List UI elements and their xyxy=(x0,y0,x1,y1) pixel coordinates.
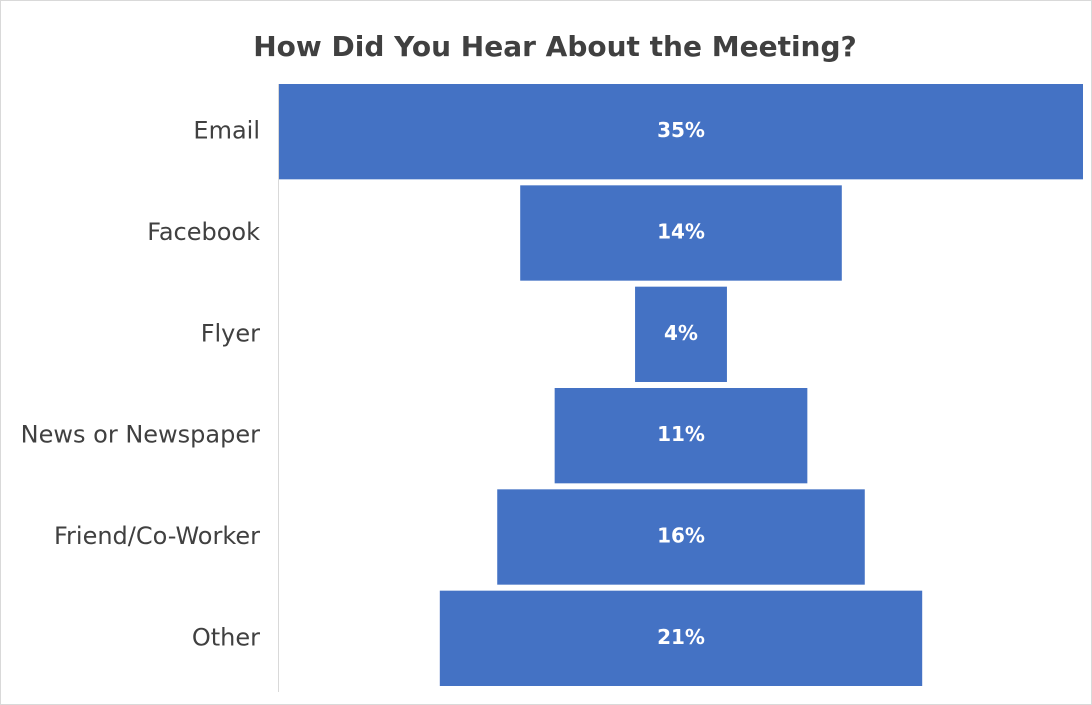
category-label: Friend/Co-Worker xyxy=(54,522,260,550)
funnel-bar xyxy=(497,489,865,585)
funnel-bar xyxy=(554,388,808,484)
data-label: 21% xyxy=(657,625,705,649)
data-label: 35% xyxy=(657,118,705,142)
data-label: 14% xyxy=(657,220,705,244)
category-label: Flyer xyxy=(201,319,260,347)
funnel-bar xyxy=(635,286,727,382)
data-label: 11% xyxy=(657,422,705,446)
chart-title: How Did You Hear About the Meeting? xyxy=(253,30,857,63)
category-label: Email xyxy=(193,117,260,145)
category-label: Other xyxy=(192,623,260,651)
funnel-bar xyxy=(439,590,923,686)
data-label: 4% xyxy=(664,321,698,345)
category-label: Facebook xyxy=(147,218,260,246)
data-label: 16% xyxy=(657,524,705,548)
funnel-bar xyxy=(520,185,842,281)
funnel-bar xyxy=(279,84,1083,180)
category-label: News or Newspaper xyxy=(21,421,260,449)
